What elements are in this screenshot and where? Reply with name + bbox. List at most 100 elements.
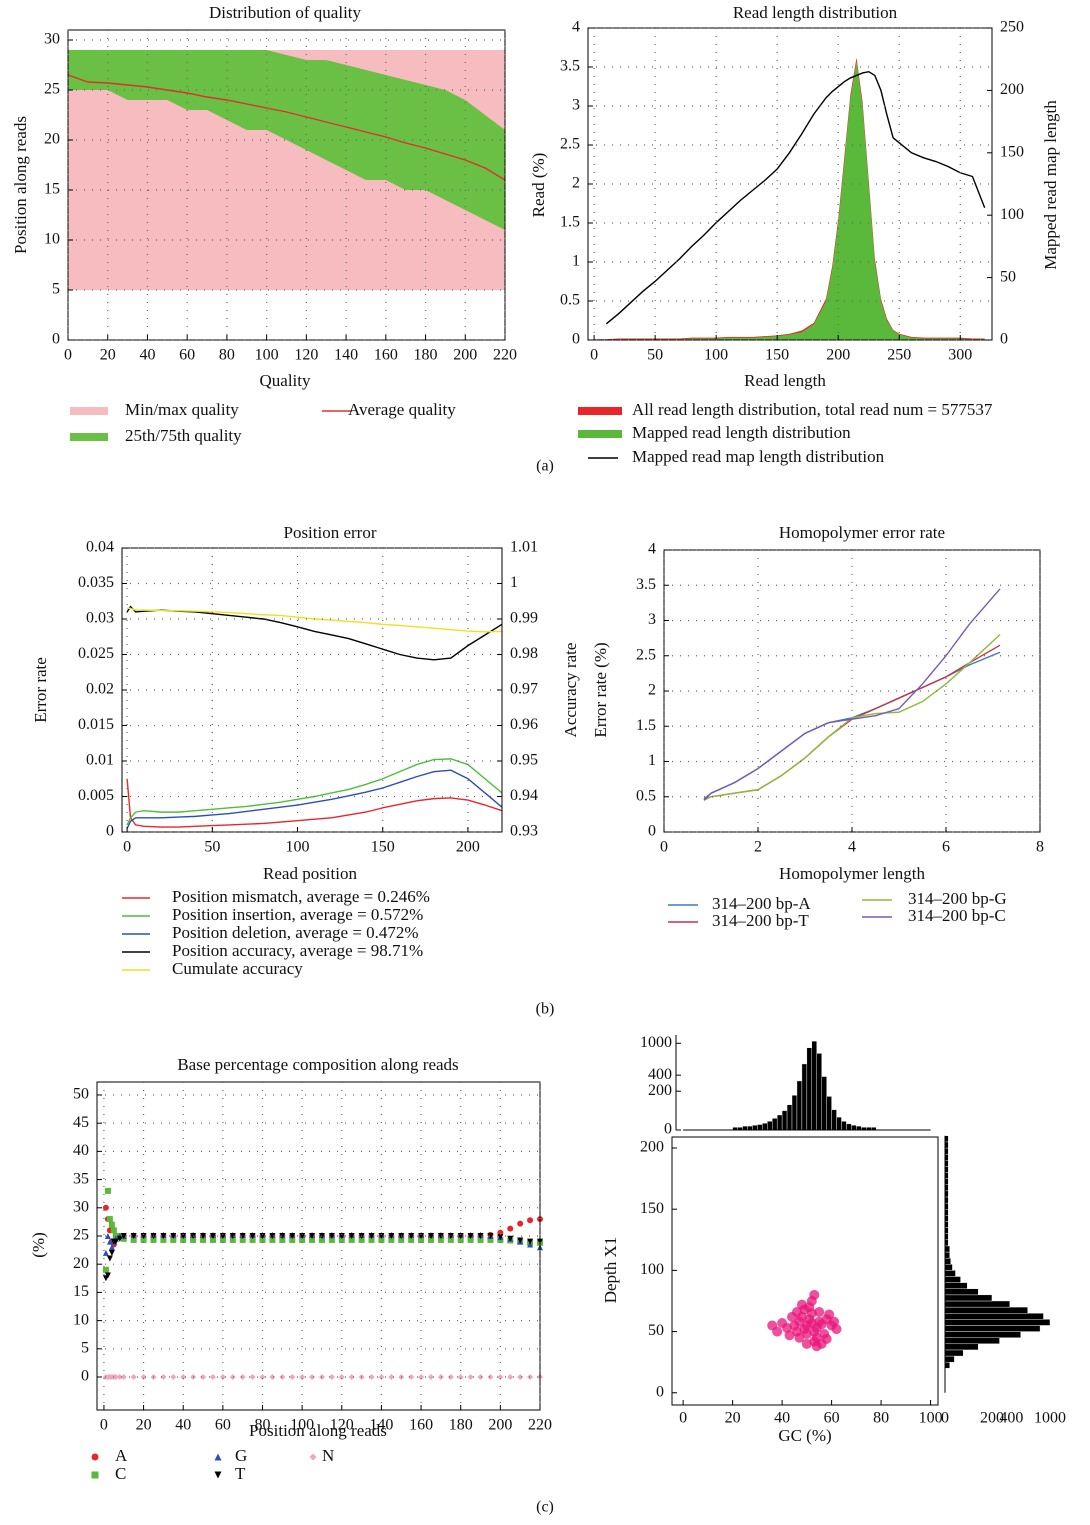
y-tick-label: 200: [640, 1139, 664, 1156]
legend-label: 25th/75th quality: [125, 426, 242, 445]
plot-frame: [96, 1081, 541, 1411]
marker: [418, 1374, 425, 1381]
line: [126, 605, 503, 661]
marker: [368, 1236, 375, 1243]
marker: [338, 1236, 345, 1243]
panel-label: (c): [536, 1499, 554, 1516]
legend-label: A: [115, 1446, 128, 1465]
y-axis-label: Error rate: [31, 657, 50, 723]
y-axis-label: (%): [29, 1232, 48, 1257]
marker: [497, 1374, 504, 1381]
marker: [348, 1236, 355, 1243]
marker: [299, 1232, 306, 1239]
histogram-bar: [786, 1104, 793, 1131]
area: [594, 57, 985, 340]
marker: [116, 1235, 123, 1242]
marker: [477, 1374, 484, 1381]
legend-label: Mapped read length distribution: [632, 423, 851, 442]
y2-tick-label: 50: [1000, 268, 1016, 285]
x-tick-label: 120: [330, 1417, 354, 1434]
marker: [517, 1374, 524, 1381]
point: [821, 1333, 832, 1344]
line: [126, 758, 503, 826]
y-tick-label: 150: [640, 1200, 664, 1217]
y-tick-label: 45: [73, 1114, 89, 1131]
marker: [112, 1238, 119, 1245]
y-tick-label: 0: [106, 823, 114, 840]
marker: [447, 1236, 454, 1243]
legend-marker: [91, 1453, 99, 1461]
y-tick-label: 50: [73, 1086, 89, 1103]
marker: [160, 1232, 167, 1239]
y-tick-label: 1: [572, 253, 580, 270]
legend-label: 314–200 bp-T: [712, 911, 809, 930]
histogram-bar: [747, 1125, 753, 1131]
legend-label: Position insertion, average = 0.572%: [172, 905, 423, 924]
y-tick-label: 400: [648, 1066, 672, 1083]
y-tick-label: 10: [73, 1311, 89, 1328]
legend-marker: [309, 1453, 317, 1461]
marker: [467, 1236, 474, 1243]
marker: [418, 1236, 425, 1243]
legend-label: Min/max quality: [125, 400, 239, 419]
band: [68, 50, 505, 230]
x-tick-label: 0: [590, 347, 598, 364]
marker: [487, 1236, 494, 1243]
histogram-bar: [781, 1110, 788, 1131]
histogram-bar: [944, 1288, 979, 1296]
marker: [517, 1220, 524, 1227]
histogram-bar: [944, 1245, 950, 1253]
point: [809, 1289, 820, 1300]
marker: [437, 1374, 444, 1381]
legend-label: Average quality: [348, 400, 456, 419]
marker: [378, 1374, 385, 1381]
y2-tick-label: 0.97: [510, 681, 538, 698]
y-tick-label: 100: [640, 1261, 664, 1278]
x-tick-label: 200: [980, 1410, 1004, 1427]
histogram-bar: [944, 1331, 1021, 1338]
x-tick-label: 180: [414, 347, 438, 364]
marker: [130, 1236, 137, 1243]
marker: [140, 1236, 147, 1243]
point: [794, 1332, 805, 1343]
chart-title: Position error: [283, 523, 376, 542]
marker: [507, 1374, 514, 1381]
marker: [190, 1236, 197, 1243]
x-tick-label: 250: [887, 347, 911, 364]
y-tick-label: 0: [52, 331, 60, 348]
marker: [467, 1232, 474, 1239]
marker: [104, 1272, 111, 1279]
marker: [487, 1232, 494, 1239]
chart-title: Read length distribution: [733, 3, 898, 22]
marker: [338, 1374, 345, 1381]
histogram-bar: [752, 1125, 758, 1131]
chart-title: Distribution of quality: [209, 3, 362, 22]
marker: [229, 1374, 236, 1381]
legend-label: Position mismatch, average = 0.246%: [172, 887, 430, 906]
marker: [427, 1374, 434, 1381]
x-tick-label: 200: [456, 839, 480, 856]
marker: [328, 1236, 335, 1243]
histogram-bar: [944, 1306, 1028, 1314]
marker: [229, 1232, 236, 1239]
histogram-bar: [821, 1076, 827, 1131]
histogram-bar: [846, 1123, 852, 1131]
marker: [108, 1221, 115, 1228]
x-axis-label: Read position: [263, 864, 357, 883]
marker: [102, 1266, 109, 1273]
legend-marker: [214, 1471, 222, 1479]
y2-tick-label: 250: [1000, 19, 1024, 36]
marker: [219, 1374, 226, 1381]
marker: [170, 1374, 177, 1381]
histogram-bar: [826, 1096, 832, 1131]
marker: [170, 1236, 177, 1243]
x-axis-label: Quality: [260, 371, 311, 390]
y-tick-label: 4: [572, 19, 580, 36]
y-tick-label: 20: [44, 131, 60, 148]
y-tick-label: 1.5: [636, 717, 656, 734]
marker: [108, 1249, 115, 1256]
panel-label: (b): [536, 1001, 555, 1018]
marker: [477, 1236, 484, 1243]
marker: [219, 1232, 226, 1239]
y-axis-label: Depth X1: [601, 1237, 620, 1304]
